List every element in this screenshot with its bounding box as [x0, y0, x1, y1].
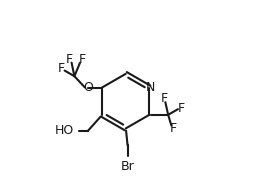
- Text: F: F: [169, 122, 176, 135]
- Text: F: F: [66, 53, 73, 66]
- Text: F: F: [161, 92, 168, 105]
- Text: O: O: [83, 81, 93, 94]
- Text: F: F: [58, 62, 65, 75]
- Text: F: F: [178, 102, 185, 115]
- Text: HO: HO: [55, 124, 74, 137]
- Text: F: F: [78, 53, 85, 66]
- Text: N: N: [145, 81, 155, 94]
- Text: Br: Br: [121, 160, 135, 173]
